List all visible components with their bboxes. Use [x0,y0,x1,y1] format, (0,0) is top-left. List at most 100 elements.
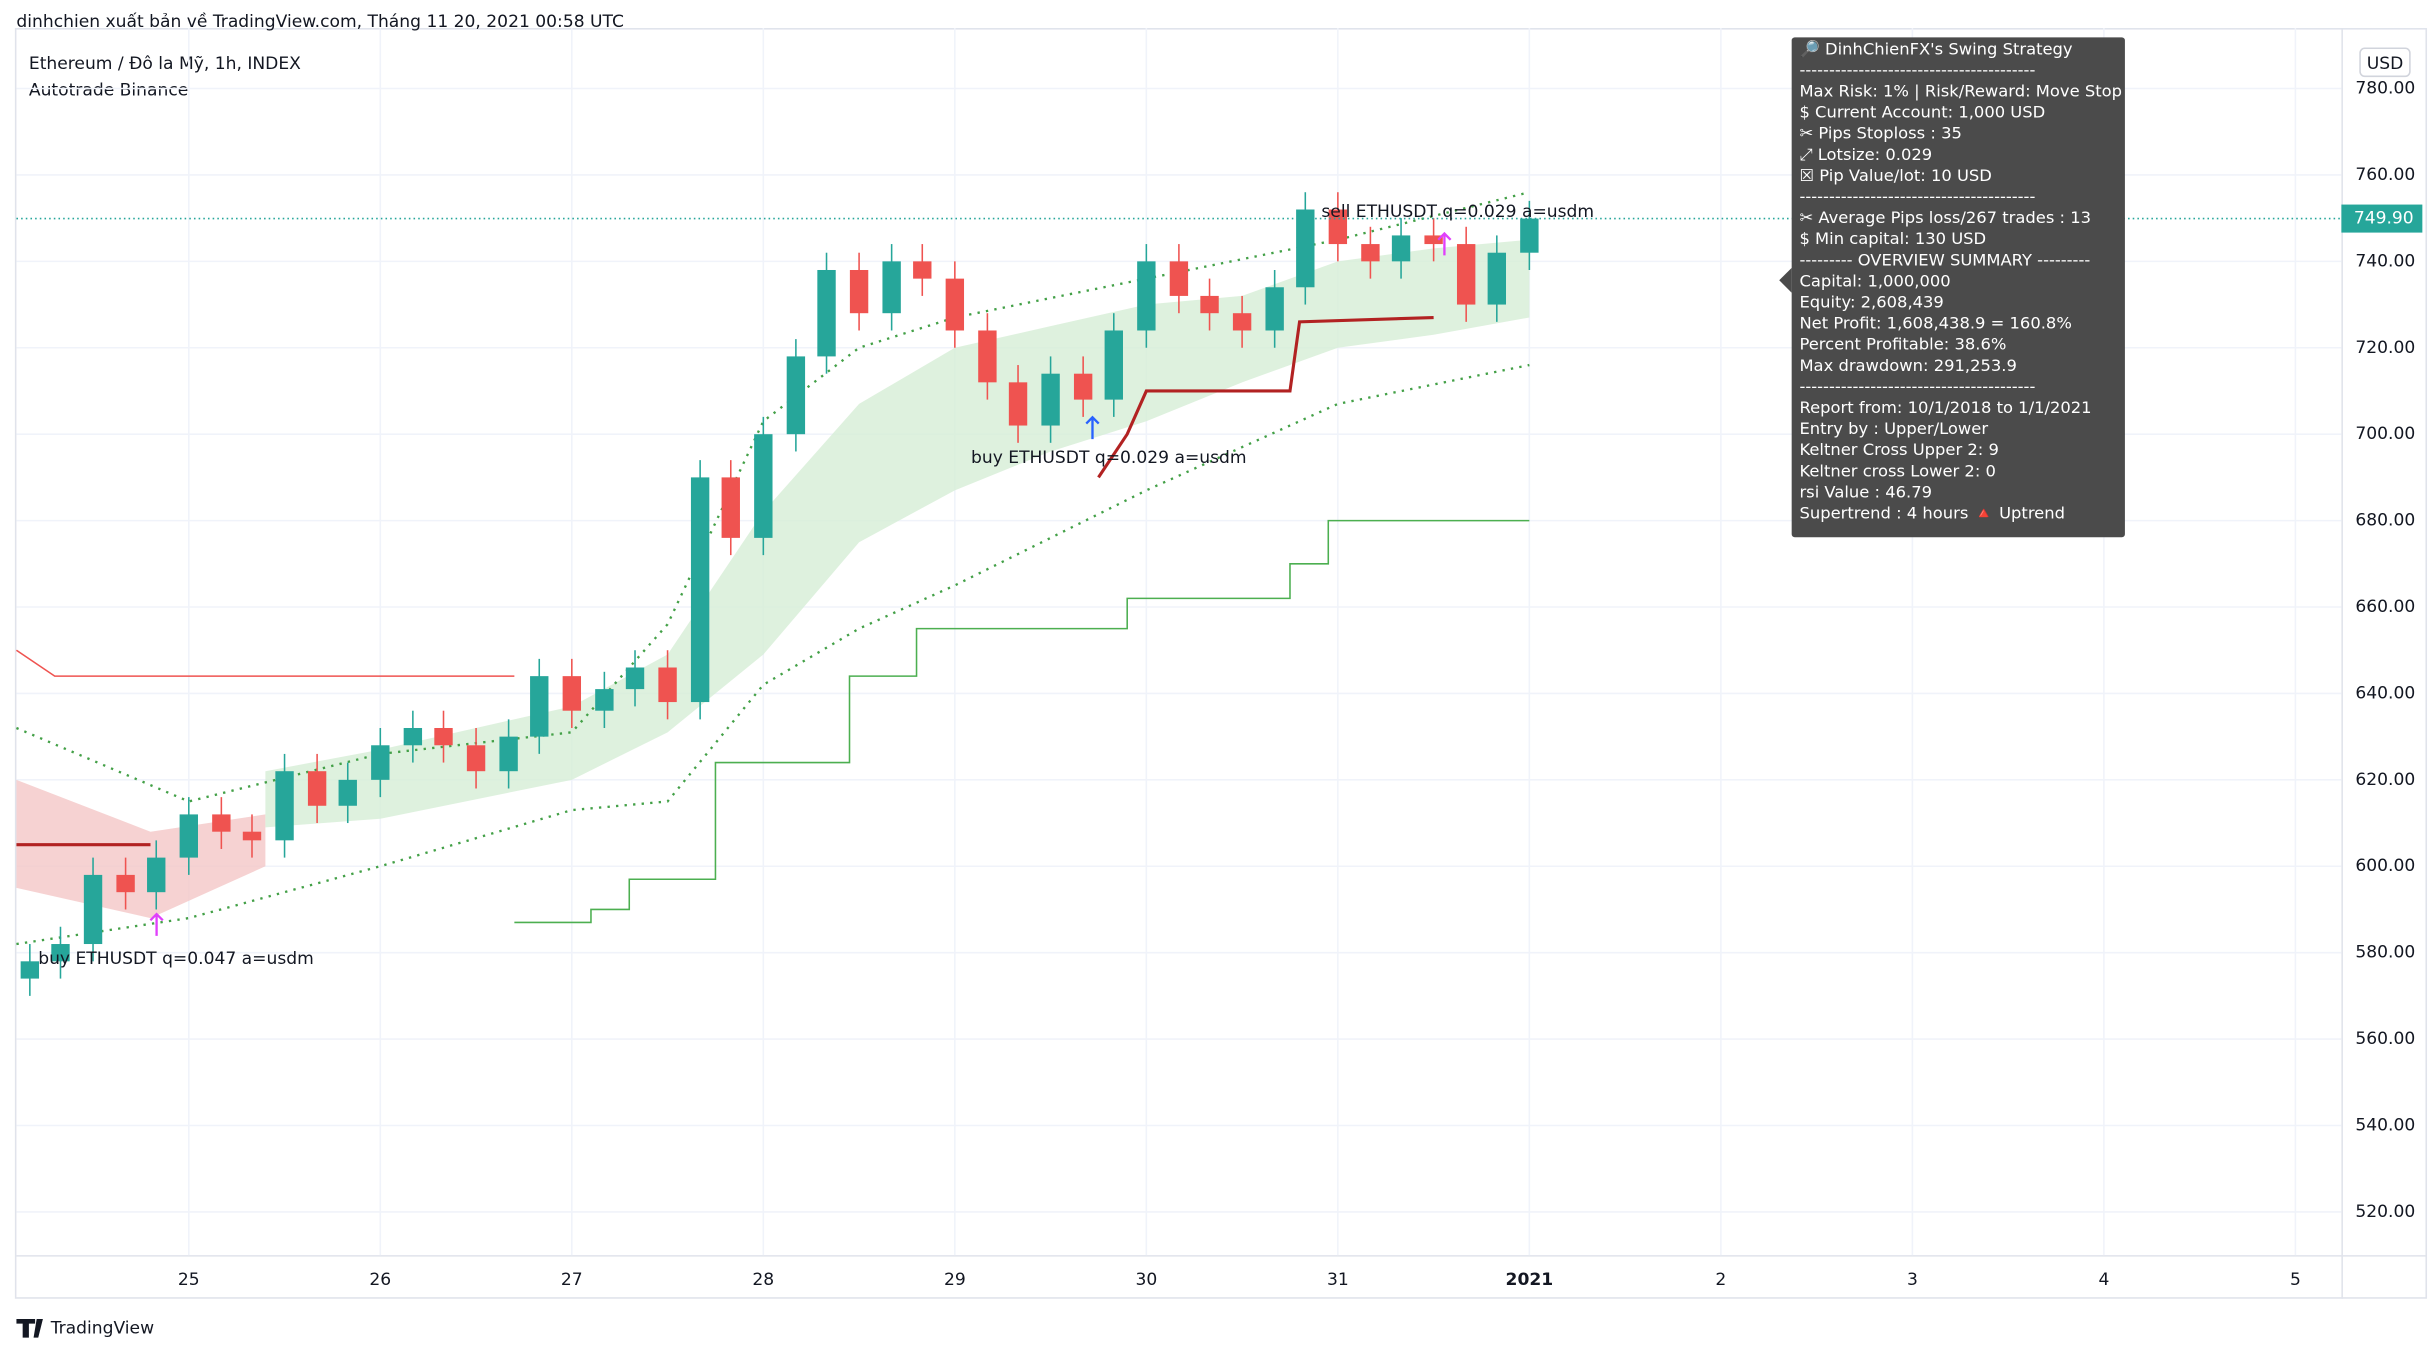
candle-body [754,434,773,538]
info-line: ---------------------------------------- [1799,60,2035,79]
info-line: Max drawdown: 291,253.9 [1799,356,2016,375]
candle-body [786,356,806,435]
candle-body [371,745,390,780]
candle-body [1361,244,1380,262]
y-tick-label: 780.00 [2355,79,2415,99]
candle [1008,365,1028,443]
candle-body [307,771,327,806]
candle-body [1391,235,1411,262]
candle-body [1328,209,1348,245]
trade-annotation: sell ETHUSDT q=0.029 a=usdm [1321,202,1594,222]
candle [1487,235,1507,322]
info-line: Capital: 1,000,000 [1799,271,1950,290]
y-tick-label: 600.00 [2355,856,2415,876]
header: dinhchien xuất bản về TradingView.com, T… [16,11,624,32]
x-tick-label: 2021 [1506,1270,1554,1290]
candle [147,840,166,910]
candle-body [20,961,40,979]
info-line: Keltner Cross Upper 2: 9 [1799,440,1998,459]
candle [116,857,135,910]
candle-body [275,771,294,841]
candle-body [625,667,645,690]
y-tick-label: 760.00 [2355,165,2415,185]
candle-body [1232,313,1252,331]
candle [499,719,518,789]
info-line: $ Min capital: 130 USD [1799,229,1986,248]
candle [1328,192,1348,262]
candle-body [1265,287,1284,331]
candle [882,244,901,331]
x-tick-label: 25 [178,1270,200,1290]
info-line: --------- OVERVIEW SUMMARY --------- [1799,250,2090,269]
candle [945,261,965,348]
indicator-line [15,649,515,677]
candle [1265,269,1284,348]
y-tick-label: 720.00 [2355,338,2415,358]
trade-arrow [1437,231,1452,256]
info-line: ✂ Average Pips loss/267 trades : 13 [1799,208,2091,227]
candle-body [1169,261,1189,296]
info-box-pointer [1779,267,1792,293]
x-tick-label: 27 [561,1270,583,1290]
candle-body [1137,261,1156,331]
candle [434,710,453,763]
candle [721,460,740,556]
candle-body [721,477,740,538]
candle-body [403,727,423,746]
candle [1200,278,1219,331]
candle-body [1424,235,1443,245]
currency-box[interactable] [2359,47,2411,78]
candle-body [690,477,710,703]
candle [625,650,645,707]
brand-logo [16,1318,43,1338]
candle [212,797,231,849]
y-tick-label: 620.00 [2355,770,2415,790]
x-tick-label: 29 [944,1270,966,1290]
candle [1391,218,1411,279]
candle-body [817,269,836,357]
info-line: ⤢ Lotsize: 0.029 [1799,145,1932,164]
candle [1456,226,1476,322]
candle-body [849,269,869,314]
y-tick-label: 520.00 [2355,1202,2415,1222]
info-line: ✂ Pips Stoploss : 35 [1799,124,1961,143]
candle-body [1296,209,1315,288]
candle [754,416,773,556]
currency: USD [2367,54,2404,74]
candle [1073,356,1093,417]
info-line: Supertrend : 4 hours 🔺 Uptrend [1799,504,2065,523]
info-line: Equity: 2,608,439 [1799,293,1943,312]
trade-annotation: buy ETHUSDT q=0.047 a=usdm [38,949,314,969]
band [265,239,1530,828]
candle-body [51,944,70,962]
indicator-line [16,363,1530,946]
candle-body [1456,244,1476,305]
subtitle: Autotrade Binance [29,80,188,100]
candle [466,727,486,789]
indicator-line [514,519,1530,924]
info-line: Entry by : Upper/Lower [1799,419,1988,438]
info-line: $ Current Account: 1,000 USD [1799,103,2045,122]
x-tick-label: 26 [369,1270,391,1290]
candle [179,797,198,875]
candle [1169,244,1189,314]
candle [242,814,262,858]
candle-body [882,261,901,314]
candle [275,753,294,858]
y-tick-label: 560.00 [2355,1029,2415,1049]
candle [307,753,327,824]
frame [14,28,2428,1299]
candle-body [945,278,965,331]
candle [530,658,549,754]
info-line: Keltner cross Lower 2: 0 [1799,461,1995,480]
candle [20,944,40,996]
y-tick-label: 660.00 [2355,597,2415,617]
x-tick-label: 2 [1715,1270,1726,1290]
candle-body [1104,330,1123,400]
candle [1104,313,1123,417]
y-tick-label: 640.00 [2355,683,2415,703]
candle-body [116,874,135,893]
last-price-box [2341,204,2423,233]
last-price-label: 749.90 [2354,209,2414,229]
